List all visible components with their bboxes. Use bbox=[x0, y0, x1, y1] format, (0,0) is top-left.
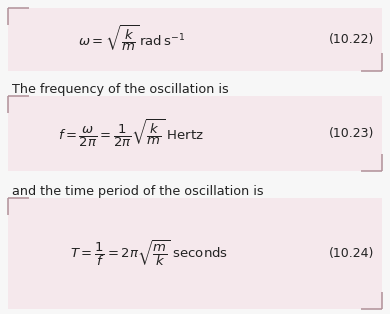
Text: (10.24): (10.24) bbox=[329, 247, 374, 260]
Text: (10.22): (10.22) bbox=[329, 33, 374, 46]
FancyBboxPatch shape bbox=[8, 96, 382, 171]
Text: and the time period of the oscillation is: and the time period of the oscillation i… bbox=[12, 185, 263, 198]
Text: $\omega=\sqrt{\dfrac{k}{m}}\,\mathrm{rad\,s^{-1}}$: $\omega=\sqrt{\dfrac{k}{m}}\,\mathrm{rad… bbox=[78, 24, 185, 54]
Text: The frequency of the oscillation is: The frequency of the oscillation is bbox=[12, 83, 229, 96]
FancyBboxPatch shape bbox=[8, 8, 382, 71]
Text: $f=\dfrac{\omega}{2\pi}=\dfrac{1}{2\pi}\sqrt{\dfrac{k}{m}}\;\mathrm{Hertz}$: $f=\dfrac{\omega}{2\pi}=\dfrac{1}{2\pi}\… bbox=[58, 117, 204, 149]
Text: $T=\dfrac{1}{f}=2\pi\sqrt{\dfrac{m}{k}}\;\mathrm{seconds}$: $T=\dfrac{1}{f}=2\pi\sqrt{\dfrac{m}{k}}\… bbox=[70, 239, 228, 268]
Text: (10.23): (10.23) bbox=[329, 127, 374, 140]
FancyBboxPatch shape bbox=[8, 198, 382, 309]
